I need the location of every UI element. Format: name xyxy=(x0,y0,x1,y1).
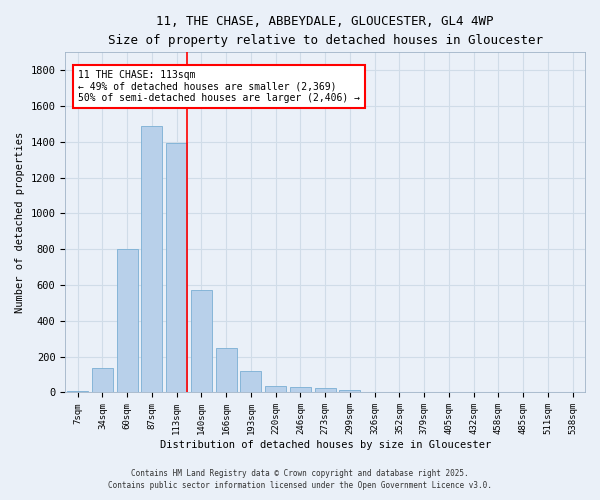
Bar xyxy=(191,290,212,392)
Bar xyxy=(241,371,262,392)
Bar xyxy=(92,368,113,392)
Text: Contains HM Land Registry data © Crown copyright and database right 2025.
Contai: Contains HM Land Registry data © Crown c… xyxy=(108,468,492,490)
Bar xyxy=(314,388,335,392)
Bar xyxy=(215,348,236,393)
Y-axis label: Number of detached properties: Number of detached properties xyxy=(15,132,25,313)
Bar xyxy=(290,388,311,392)
Text: 11 THE CHASE: 113sqm
← 49% of detached houses are smaller (2,369)
50% of semi-de: 11 THE CHASE: 113sqm ← 49% of detached h… xyxy=(78,70,360,103)
Bar xyxy=(340,390,361,392)
Bar xyxy=(142,126,163,392)
Bar xyxy=(265,386,286,392)
Bar xyxy=(67,390,88,392)
X-axis label: Distribution of detached houses by size in Gloucester: Distribution of detached houses by size … xyxy=(160,440,491,450)
Bar xyxy=(116,250,137,392)
Bar xyxy=(166,142,187,392)
Title: 11, THE CHASE, ABBEYDALE, GLOUCESTER, GL4 4WP
Size of property relative to detac: 11, THE CHASE, ABBEYDALE, GLOUCESTER, GL… xyxy=(107,15,542,47)
